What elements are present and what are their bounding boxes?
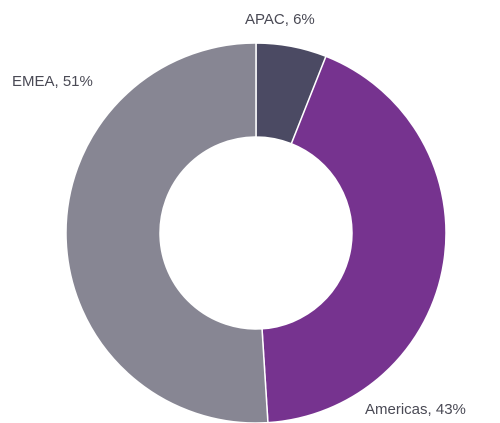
slice-label: Americas, 43% xyxy=(365,401,466,418)
donut-slice xyxy=(65,42,269,423)
slice-label: APAC, 6% xyxy=(245,11,315,28)
donut-slice xyxy=(261,55,447,423)
slice-label: EMEA, 51% xyxy=(12,73,93,90)
